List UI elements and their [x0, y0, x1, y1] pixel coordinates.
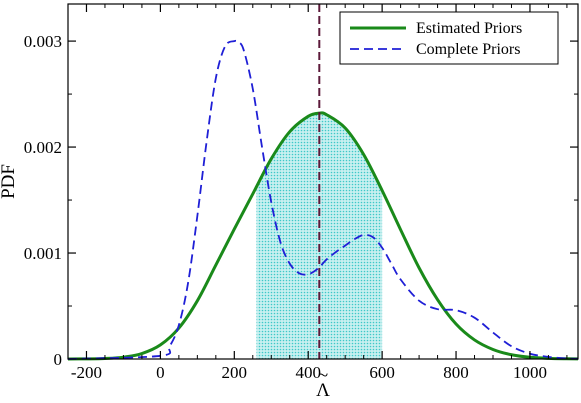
plot-frame	[67, 3, 579, 360]
series-line-estimated-priors	[67, 111, 579, 361]
x-tick-label: 800	[443, 363, 469, 382]
x-tick-label: 0	[156, 363, 165, 382]
legend-label: Estimated Priors	[416, 20, 522, 37]
legend: Estimated Priors Complete Priors	[339, 11, 559, 65]
series-line-complete-priors	[67, 39, 579, 360]
y-tick-label: 0.001	[24, 244, 62, 263]
x-axis-ticks: -200 0 200 400 600 800 1000	[67, 4, 568, 382]
x-axis-label-accent: ~	[318, 365, 328, 386]
x-tick-label: 200	[222, 363, 248, 382]
x-axis-label: ~ Λ	[316, 365, 330, 401]
y-tick-label: 0	[54, 350, 63, 369]
x-axis-label-text: Λ	[316, 380, 330, 401]
y-tick-label: 0.002	[24, 138, 62, 157]
series-layer	[67, 39, 579, 361]
x-tick-label: 400	[295, 363, 321, 382]
legend-box	[339, 11, 559, 65]
y-tick-label: 0.003	[24, 32, 62, 51]
y-axis-ticks: 0 0.001 0.002 0.003	[24, 32, 578, 369]
legend-label: Complete Priors	[416, 41, 520, 58]
y-axis-label: PDF	[0, 164, 19, 199]
x-tick-label: 600	[369, 363, 395, 382]
x-tick-label: -200	[71, 363, 102, 382]
x-tick-label: 1000	[513, 363, 547, 382]
